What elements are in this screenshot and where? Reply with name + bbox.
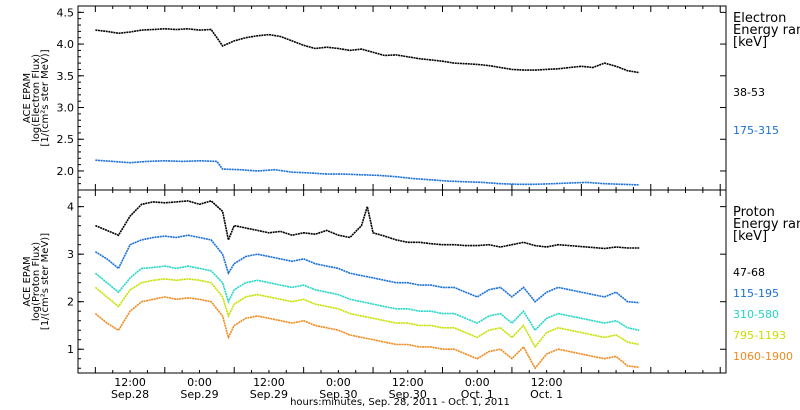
x-tick-time-label: 12:00 [253, 376, 285, 389]
legend-title-line: [keV] [733, 35, 767, 50]
x-tick-date-label: Oct. 1 [461, 388, 494, 401]
x-tick-date-label: Sep.29 [180, 388, 218, 401]
time-axis: 12:00Sep.280:00Sep.2912:00Sep.290:00Sep.… [111, 376, 563, 401]
legend-entry: 38-53 [733, 86, 765, 99]
y-axis-title-line: [1/(cm²s ster MeV)] [40, 49, 51, 146]
y-axis-title-line: [1/(cm²s ster MeV)] [40, 233, 51, 330]
series-47-68 [95, 200, 640, 250]
series-175-315 [95, 159, 640, 186]
y-tick-label: 4.0 [57, 38, 75, 51]
y-axis-title-line: ACE EPAM [22, 73, 33, 123]
legend-title-line: Electron [733, 11, 786, 26]
legend-entry: 310-580 [733, 308, 779, 321]
x-tick-time-label: 0:00 [465, 376, 490, 389]
y-tick-label: 4 [67, 201, 74, 214]
y-axis-title-line: log(Electron Flux) [31, 54, 42, 142]
y-tick-label: 2 [67, 296, 74, 309]
y-tick-label: 1 [67, 343, 74, 356]
legend-entry: 115-195 [733, 287, 779, 300]
legend-entry: 175-315 [733, 124, 779, 137]
y-tick-label: 3.0 [57, 102, 75, 115]
legend-title-line: Proton [733, 205, 775, 220]
x-tick-time-label: 12:00 [392, 376, 424, 389]
x-tick-date-label: Sep.29 [250, 388, 288, 401]
y-tick-label: 3.5 [57, 70, 75, 83]
legend-title-line: Energy ranges [733, 217, 800, 232]
x-tick-time-label: 0:00 [326, 376, 351, 389]
series-1060-1900 [94, 296, 640, 370]
x-tick-date-label: Sep.30 [389, 388, 427, 401]
series-115-195 [94, 234, 640, 304]
y-tick-label: 2.0 [57, 165, 75, 178]
x-tick-date-label: Sep.28 [111, 388, 149, 401]
y-tick-label: 3 [67, 248, 74, 261]
plot-frame [77, 5, 727, 191]
x-tick-date-label: Oct. 1 [530, 388, 563, 401]
y-tick-label: 2.5 [57, 133, 75, 146]
series-38-53 [95, 27, 640, 74]
x-axis-title: hours:minutes, Sep. 28, 2011 - Oct. 1, 2… [290, 397, 510, 408]
x-tick-date-label: Sep.30 [319, 388, 357, 401]
y-axis-title-line: ACE EPAM [22, 256, 33, 306]
legend-entry: 1060-1900 [733, 350, 793, 363]
x-tick-time-label: 0:00 [187, 376, 212, 389]
series-310-580 [94, 265, 640, 332]
y-axis-title-line: log(Proton Flux) [31, 242, 42, 321]
legend-title-line: [keV] [733, 229, 767, 244]
legend-entry: 795-1193 [733, 329, 786, 342]
x-tick-time-label: 12:00 [531, 376, 563, 389]
legend-title-line: Energy ranges [733, 23, 800, 38]
x-tick-time-label: 12:00 [114, 376, 146, 389]
legend-entry: 47-68 [733, 266, 765, 279]
plot-frame [77, 189, 727, 374]
series-795-1193 [94, 278, 640, 349]
y-tick-label: 4.5 [57, 6, 75, 19]
